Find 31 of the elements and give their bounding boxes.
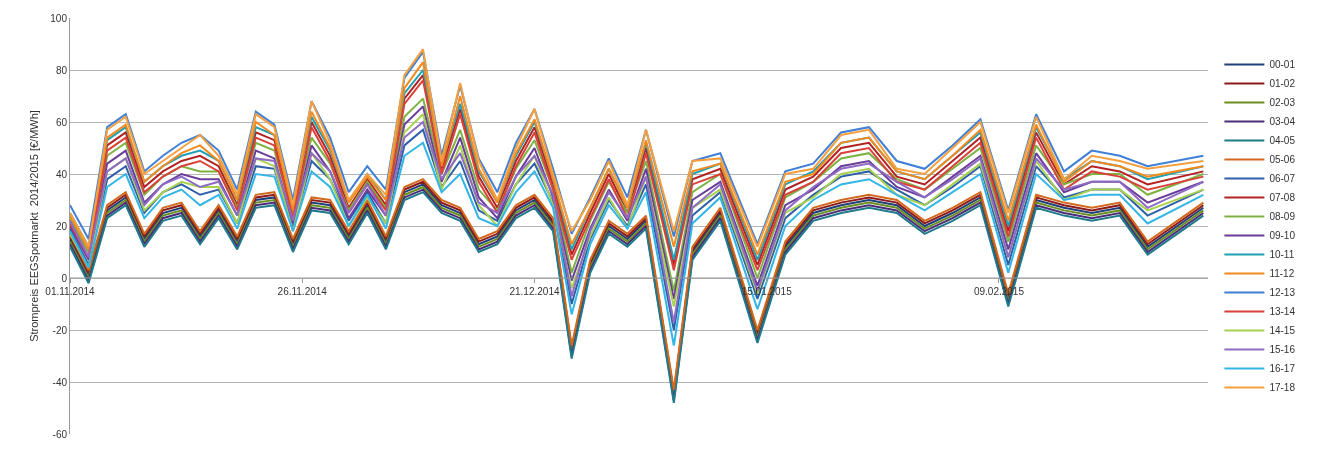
legend-label: 16-17 [1269,363,1296,375]
legend-label: 11-12 [1269,268,1295,280]
y-tick-label: 20 [55,220,68,232]
y-tick-label: -60 [52,428,68,440]
legend-label: 13-14 [1269,306,1296,318]
legend-label: 04-05 [1269,135,1296,147]
y-tick-label: 0 [61,272,68,284]
legend-label: 15-16 [1269,344,1296,356]
legend-label: 14-15 [1269,325,1296,337]
x-tick-label: 21.12.2014 [509,286,560,297]
legend-label: 08-09 [1269,211,1296,223]
y-tick-label: 40 [55,168,68,180]
legend-label: 17-18 [1269,382,1296,394]
y-tick-label: 100 [50,12,68,24]
y-tick-label: -20 [52,324,68,336]
legend-label: 00-01 [1269,59,1296,71]
y-tick-label: 80 [55,64,68,76]
legend-label: 12-13 [1269,287,1296,299]
legend-label: 01-02 [1269,78,1296,90]
legend-label: 05-06 [1269,154,1296,166]
x-tick-label: 26.11.2014 [277,286,328,297]
legend-label: 02-03 [1269,97,1296,109]
y-tick-label: 60 [55,116,68,128]
legend-label: 09-10 [1269,230,1296,242]
legend-label: 07-08 [1269,192,1296,204]
legend-label: 03-04 [1269,116,1296,128]
legend-label: 06-07 [1269,173,1296,185]
y-axis-title: Strompreis EEGSpotmarkt 2014/2015 [€/MWh] [28,110,40,342]
x-tick-label: 01.11.2014 [45,286,96,297]
y-tick-label: -40 [52,376,68,388]
legend-label: 10-11 [1269,249,1295,261]
